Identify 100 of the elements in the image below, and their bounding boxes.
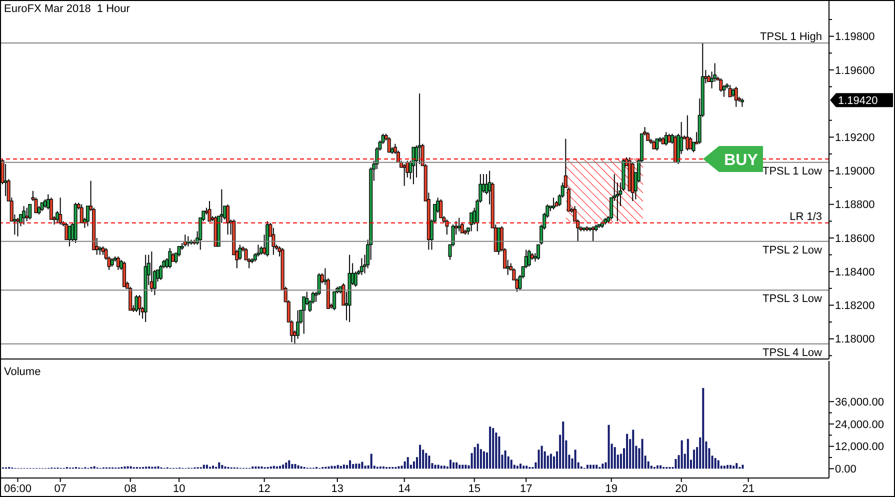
bar <box>674 458 677 469</box>
y-tick-label: 1.19600 <box>835 64 875 77</box>
bar <box>452 462 455 469</box>
bar <box>482 451 485 469</box>
candlestick <box>168 248 172 269</box>
x-tick-label: 10 <box>172 482 186 495</box>
bar <box>546 456 549 469</box>
text: 1.19420 <box>838 95 878 108</box>
candlestick <box>58 197 62 226</box>
bar <box>340 466 342 469</box>
chart-title: EuroFX Mar 2018 1 Hour <box>4 3 130 16</box>
candlestick <box>445 219 449 236</box>
candlestick <box>728 84 732 98</box>
bar <box>590 464 592 469</box>
bar <box>702 388 704 469</box>
candlestick <box>387 136 391 153</box>
candlestick <box>460 222 464 234</box>
bar <box>732 466 735 469</box>
candlestick <box>28 204 32 220</box>
candlestick <box>122 261 126 288</box>
bar <box>516 466 518 469</box>
bar <box>361 462 364 469</box>
bar <box>626 434 628 469</box>
text: Volume <box>4 366 41 379</box>
bar <box>550 454 552 469</box>
candlestick <box>302 296 306 334</box>
bar <box>437 464 440 469</box>
y-tick-label: 1.18800 <box>835 199 875 212</box>
bar <box>458 464 461 469</box>
x-tick-label: 21 <box>742 482 754 495</box>
y-tick-label: 0.00 <box>835 464 856 476</box>
ref-line-label: TPSL 2 Low <box>762 244 822 256</box>
candlestick <box>692 142 696 153</box>
bar <box>736 463 738 469</box>
bar <box>291 464 294 469</box>
bar <box>632 430 634 469</box>
bar <box>330 466 333 469</box>
candlestick <box>688 136 692 150</box>
bar <box>364 466 366 469</box>
candlestick <box>68 226 72 247</box>
x-tick-label: 20 <box>675 482 688 495</box>
bar <box>742 464 744 469</box>
candlestick <box>734 86 738 108</box>
bar <box>474 447 476 469</box>
bar <box>434 464 436 469</box>
bar <box>212 466 214 469</box>
candlestick <box>208 200 212 222</box>
bar <box>449 460 452 469</box>
candlestick <box>655 138 659 152</box>
bar <box>726 464 728 469</box>
candlestick <box>527 249 531 268</box>
bar <box>730 464 732 469</box>
bar <box>492 428 494 469</box>
candlestick <box>128 286 132 311</box>
ref-line-label: TPSL 1 Low <box>762 165 822 178</box>
y-tick-label: 1.19800 <box>835 31 875 44</box>
bar <box>202 464 205 469</box>
bar <box>336 464 339 469</box>
candlestick <box>226 204 230 236</box>
bar <box>428 456 430 469</box>
bar <box>346 464 348 469</box>
x-tick-label: 15 <box>468 482 480 495</box>
bar <box>586 464 588 469</box>
y-tick-label: 24,000.00 <box>835 418 884 431</box>
bar <box>641 438 644 469</box>
bar <box>489 426 492 469</box>
bar <box>355 464 358 469</box>
bar <box>285 462 288 469</box>
x-tick-label: 13 <box>331 482 344 495</box>
bar <box>592 464 595 469</box>
bar <box>412 461 415 469</box>
y-tick-label: 1.18000 <box>835 334 875 346</box>
ref-line-label: TPSL 3 Low <box>762 293 822 306</box>
y-tick-label: 1.19200 <box>835 132 875 144</box>
y-tick-label: 1.18200 <box>835 300 875 312</box>
candlestick <box>296 310 300 340</box>
bar <box>686 438 689 469</box>
candlestick <box>159 264 163 281</box>
bar <box>614 447 616 469</box>
bar <box>717 460 720 469</box>
bar <box>400 466 403 469</box>
x-tick-label: 17 <box>520 482 532 495</box>
bar <box>282 464 284 469</box>
bar <box>538 450 540 469</box>
bar <box>504 450 506 469</box>
candlestick <box>116 256 120 270</box>
bar <box>358 464 360 469</box>
ref-line-label: TPSL 1 High <box>760 31 822 44</box>
candlestick <box>360 258 364 276</box>
y-tick-label: 1.18600 <box>835 232 875 245</box>
y-tick-label: 12,000.00 <box>835 441 884 454</box>
bar <box>443 466 446 469</box>
bar <box>723 466 726 469</box>
bar <box>334 466 336 469</box>
bar <box>650 466 652 469</box>
ref-line-label: TPSL 4 Low <box>762 346 822 359</box>
bar <box>510 460 512 469</box>
bar <box>294 464 296 469</box>
bar <box>596 464 598 469</box>
bar <box>522 466 525 469</box>
